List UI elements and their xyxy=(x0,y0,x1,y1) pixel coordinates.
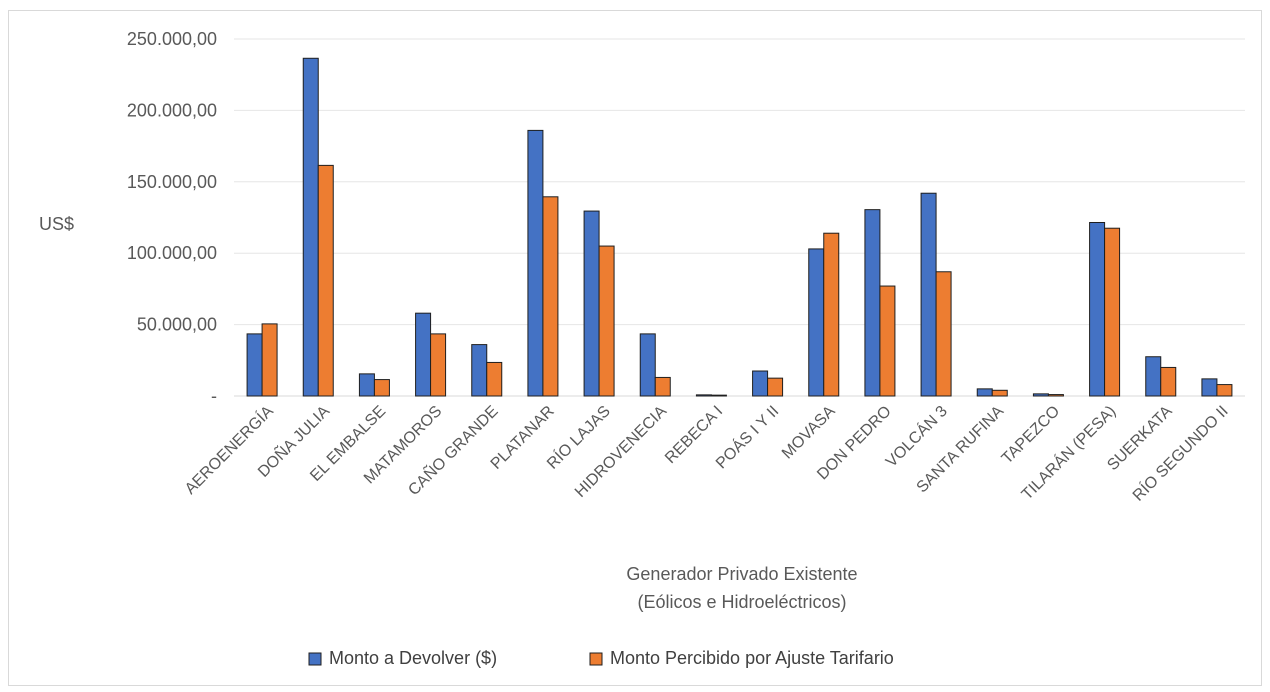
bar-monto-a-devolver xyxy=(527,129,544,397)
x-category-label: RÍO SEGUNDO II xyxy=(1128,401,1231,504)
bar-monto-a-devolver xyxy=(695,394,712,397)
chart-frame: - 50.000,00 100.000,00 150.000,00 200.000,00… xyxy=(8,10,1262,686)
y-tick-label: 100.000,00 xyxy=(127,243,217,263)
bar-monto-a-devolver xyxy=(358,373,375,397)
bar-monto-percibido xyxy=(935,271,952,397)
y-axis-title: US$ xyxy=(39,214,74,234)
bar-monto-a-devolver xyxy=(920,192,937,397)
bar-monto-a-devolver xyxy=(808,248,825,397)
bar-monto-percibido xyxy=(1047,394,1064,397)
x-category-label: AEROENERGÍA xyxy=(180,401,277,498)
bar-monto-a-devolver xyxy=(583,210,600,397)
bar-monto-percibido xyxy=(486,361,503,397)
x-axis-title-line1: Generador Privado Existente xyxy=(626,564,857,584)
bar-monto-a-devolver xyxy=(1145,356,1162,397)
bar-monto-a-devolver xyxy=(752,370,769,397)
legend: Monto a Devolver ($) Monto Percibido por … xyxy=(308,648,894,668)
bar-monto-percibido xyxy=(317,164,334,397)
x-category-label: CAÑO GRANDE xyxy=(403,401,501,499)
x-category-label: MOVASA xyxy=(779,403,839,463)
bar-monto-percibido xyxy=(767,377,784,397)
bar-monto-a-devolver xyxy=(302,57,319,397)
bar-monto-percibido xyxy=(261,323,278,397)
bar-monto-percibido xyxy=(991,389,1008,397)
legend-swatch xyxy=(589,652,603,666)
bar-chart: - 50.000,00 100.000,00 150.000,00 200.000,00… xyxy=(39,29,1245,668)
bar-monto-percibido xyxy=(1160,366,1177,397)
y-axis-ticks: - 50.000,00 100.000,00 150.000,00 200.000,00… xyxy=(127,29,217,406)
bar-monto-a-devolver xyxy=(639,333,656,397)
bar-monto-percibido xyxy=(1104,227,1121,397)
bar-monto-percibido xyxy=(710,394,727,397)
bar-monto-percibido xyxy=(598,245,615,397)
legend-swatch xyxy=(308,652,322,666)
bar-monto-percibido xyxy=(542,196,559,397)
bar-monto-a-devolver xyxy=(1089,221,1106,397)
y-tick-label: - xyxy=(211,386,217,406)
gridlines xyxy=(234,38,1245,397)
y-tick-label: 50.000,00 xyxy=(137,315,217,335)
bar-monto-percibido xyxy=(879,285,896,397)
bar-monto-a-devolver xyxy=(864,209,881,397)
bar-monto-a-devolver xyxy=(471,344,488,397)
bar-monto-a-devolver xyxy=(1032,393,1049,397)
x-axis-title-line2: (Eólicos e Hidroeléctricos) xyxy=(637,592,846,612)
bar-monto-percibido xyxy=(654,376,671,397)
x-category-label: TILARÁN (PESA) xyxy=(1017,401,1119,503)
bars xyxy=(246,57,1233,397)
legend-label: Monto a Devolver ($) xyxy=(329,648,497,668)
legend-label: Monto Percibido por Ajuste Tarifario xyxy=(610,648,894,668)
bar-monto-a-devolver xyxy=(246,333,263,397)
bar-monto-percibido xyxy=(430,333,447,397)
bar-monto-a-devolver xyxy=(1201,378,1218,397)
bar-monto-percibido xyxy=(823,232,840,397)
bar-monto-a-devolver xyxy=(976,388,993,397)
y-tick-label: 200.000,00 xyxy=(127,100,217,120)
y-tick-label: 250.000,00 xyxy=(127,29,217,49)
bar-monto-percibido xyxy=(373,379,390,397)
bar-monto-percibido xyxy=(1216,384,1233,397)
y-tick-label: 150.000,00 xyxy=(127,172,217,192)
bar-monto-a-devolver xyxy=(415,312,432,397)
